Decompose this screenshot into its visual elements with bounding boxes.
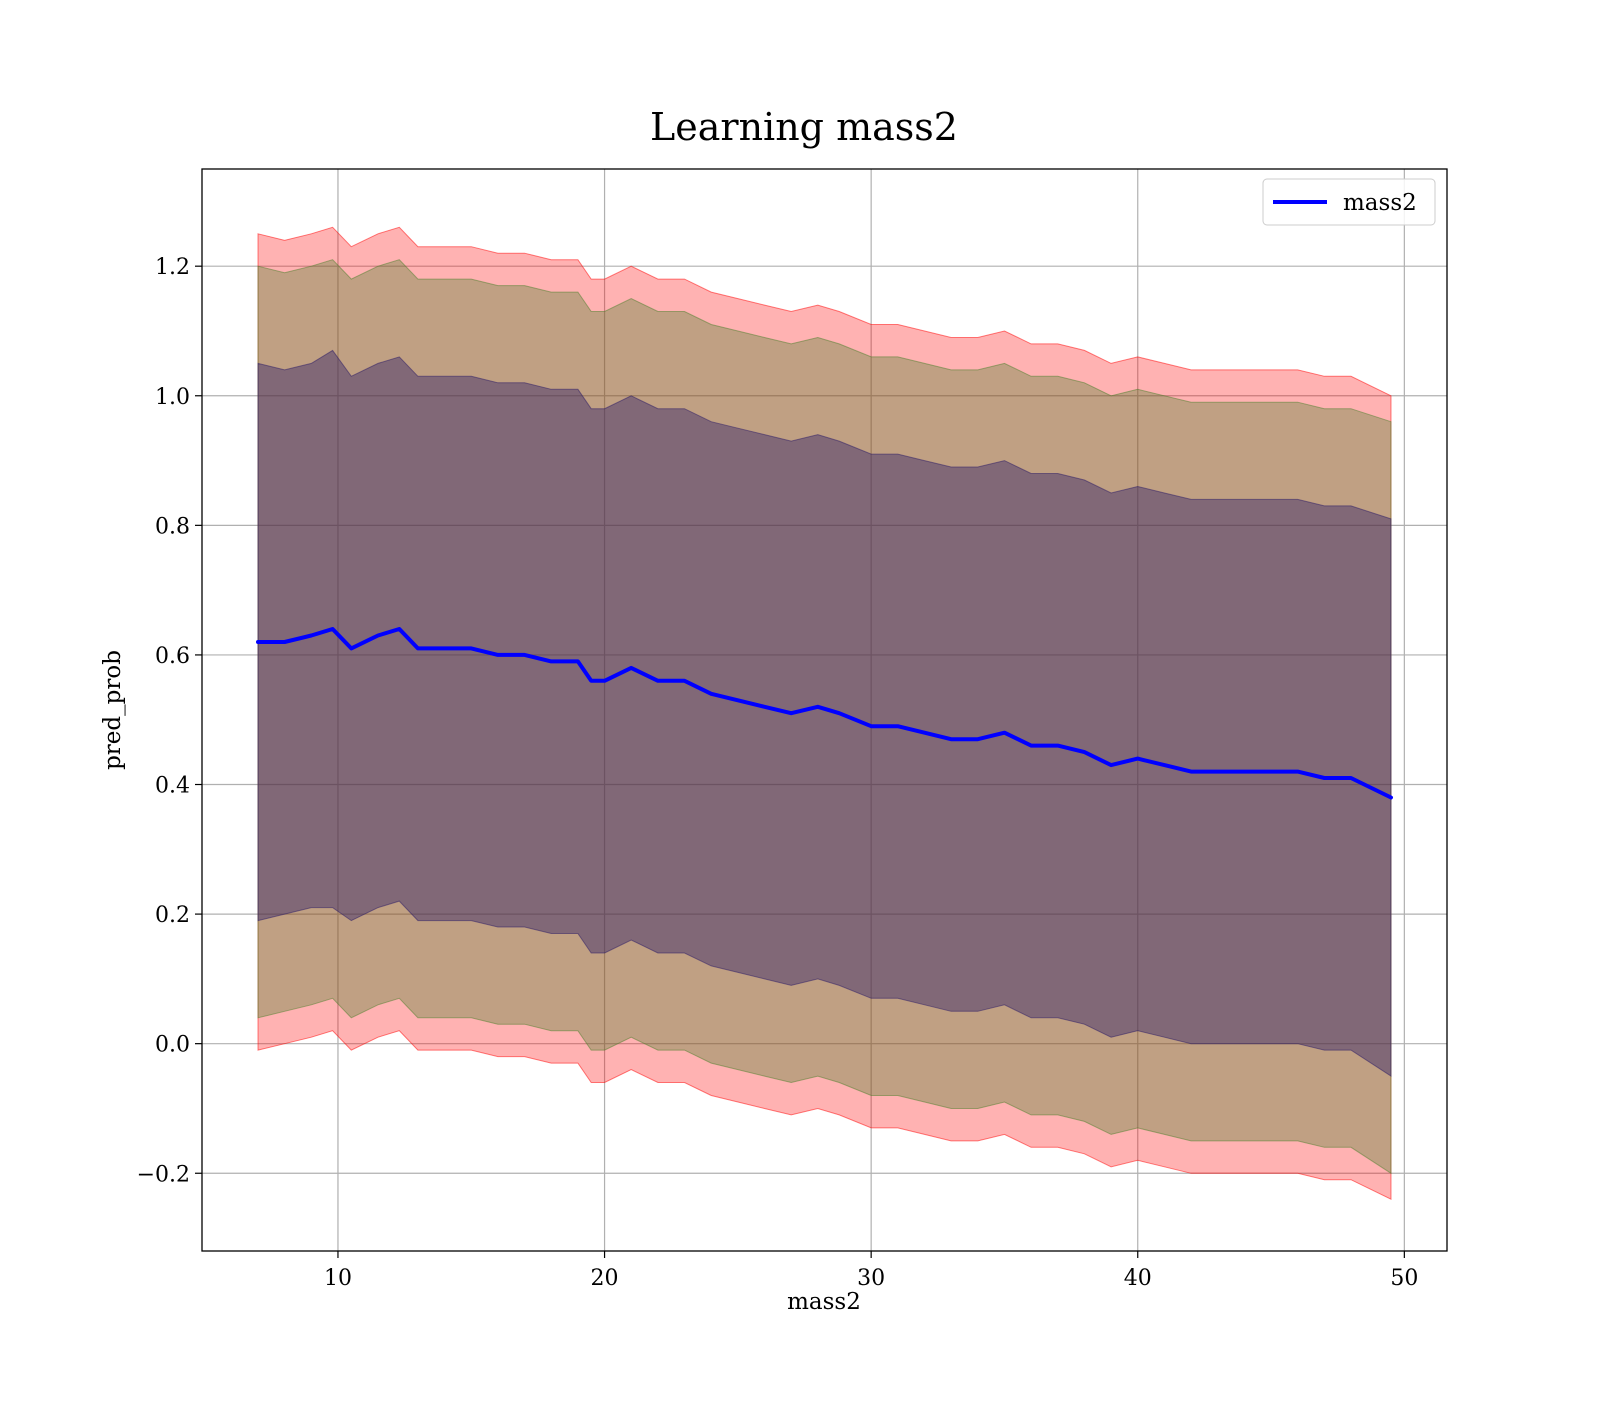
y-tick-label-5: 0.8: [155, 514, 190, 539]
confidence-bands: [257, 226, 1392, 1200]
grid: [202, 169, 1447, 1251]
y-tick-label-0: −0.2: [137, 1162, 190, 1187]
series-lines: [256, 627, 1393, 800]
plot-frame: [201, 168, 1448, 1252]
x-tick-label-2: 30: [857, 1266, 885, 1291]
legend-box: [1262, 178, 1436, 226]
x-tick-label-4: 50: [1390, 1266, 1418, 1291]
legend: mass2: [1262, 178, 1436, 226]
confidence-band-0: [257, 226, 1392, 1200]
y-tick-label-1: 0.0: [155, 1033, 190, 1058]
legend-label-0: mass2: [1343, 190, 1417, 216]
y-tick-label-3: 0.4: [155, 774, 190, 799]
y-tick-label-2: 0.2: [155, 903, 190, 928]
x-tick-label-1: 20: [591, 1266, 619, 1291]
y-tick-label-4: 0.6: [155, 644, 190, 669]
y-tick-label-6: 1.0: [155, 385, 190, 410]
x-axis-ticks: 10 20 30 40 50: [324, 1251, 1418, 1291]
confidence-band-2: [257, 349, 1392, 1078]
x-tick-label-3: 40: [1124, 1266, 1152, 1291]
x-tick-label-0: 10: [324, 1266, 352, 1291]
confidence-band-1: [257, 259, 1392, 1175]
y-tick-label-7: 1.2: [155, 255, 190, 280]
chart-title: Learning mass2: [650, 105, 958, 149]
y-axis-ticks: −0.2 0.0 0.2 0.4 0.6 0.8 1.0 1.2: [137, 255, 202, 1187]
series-line-0: [256, 627, 1393, 800]
y-axis-label: pred_prob: [100, 650, 126, 770]
x-axis-label: mass2: [787, 1289, 861, 1315]
